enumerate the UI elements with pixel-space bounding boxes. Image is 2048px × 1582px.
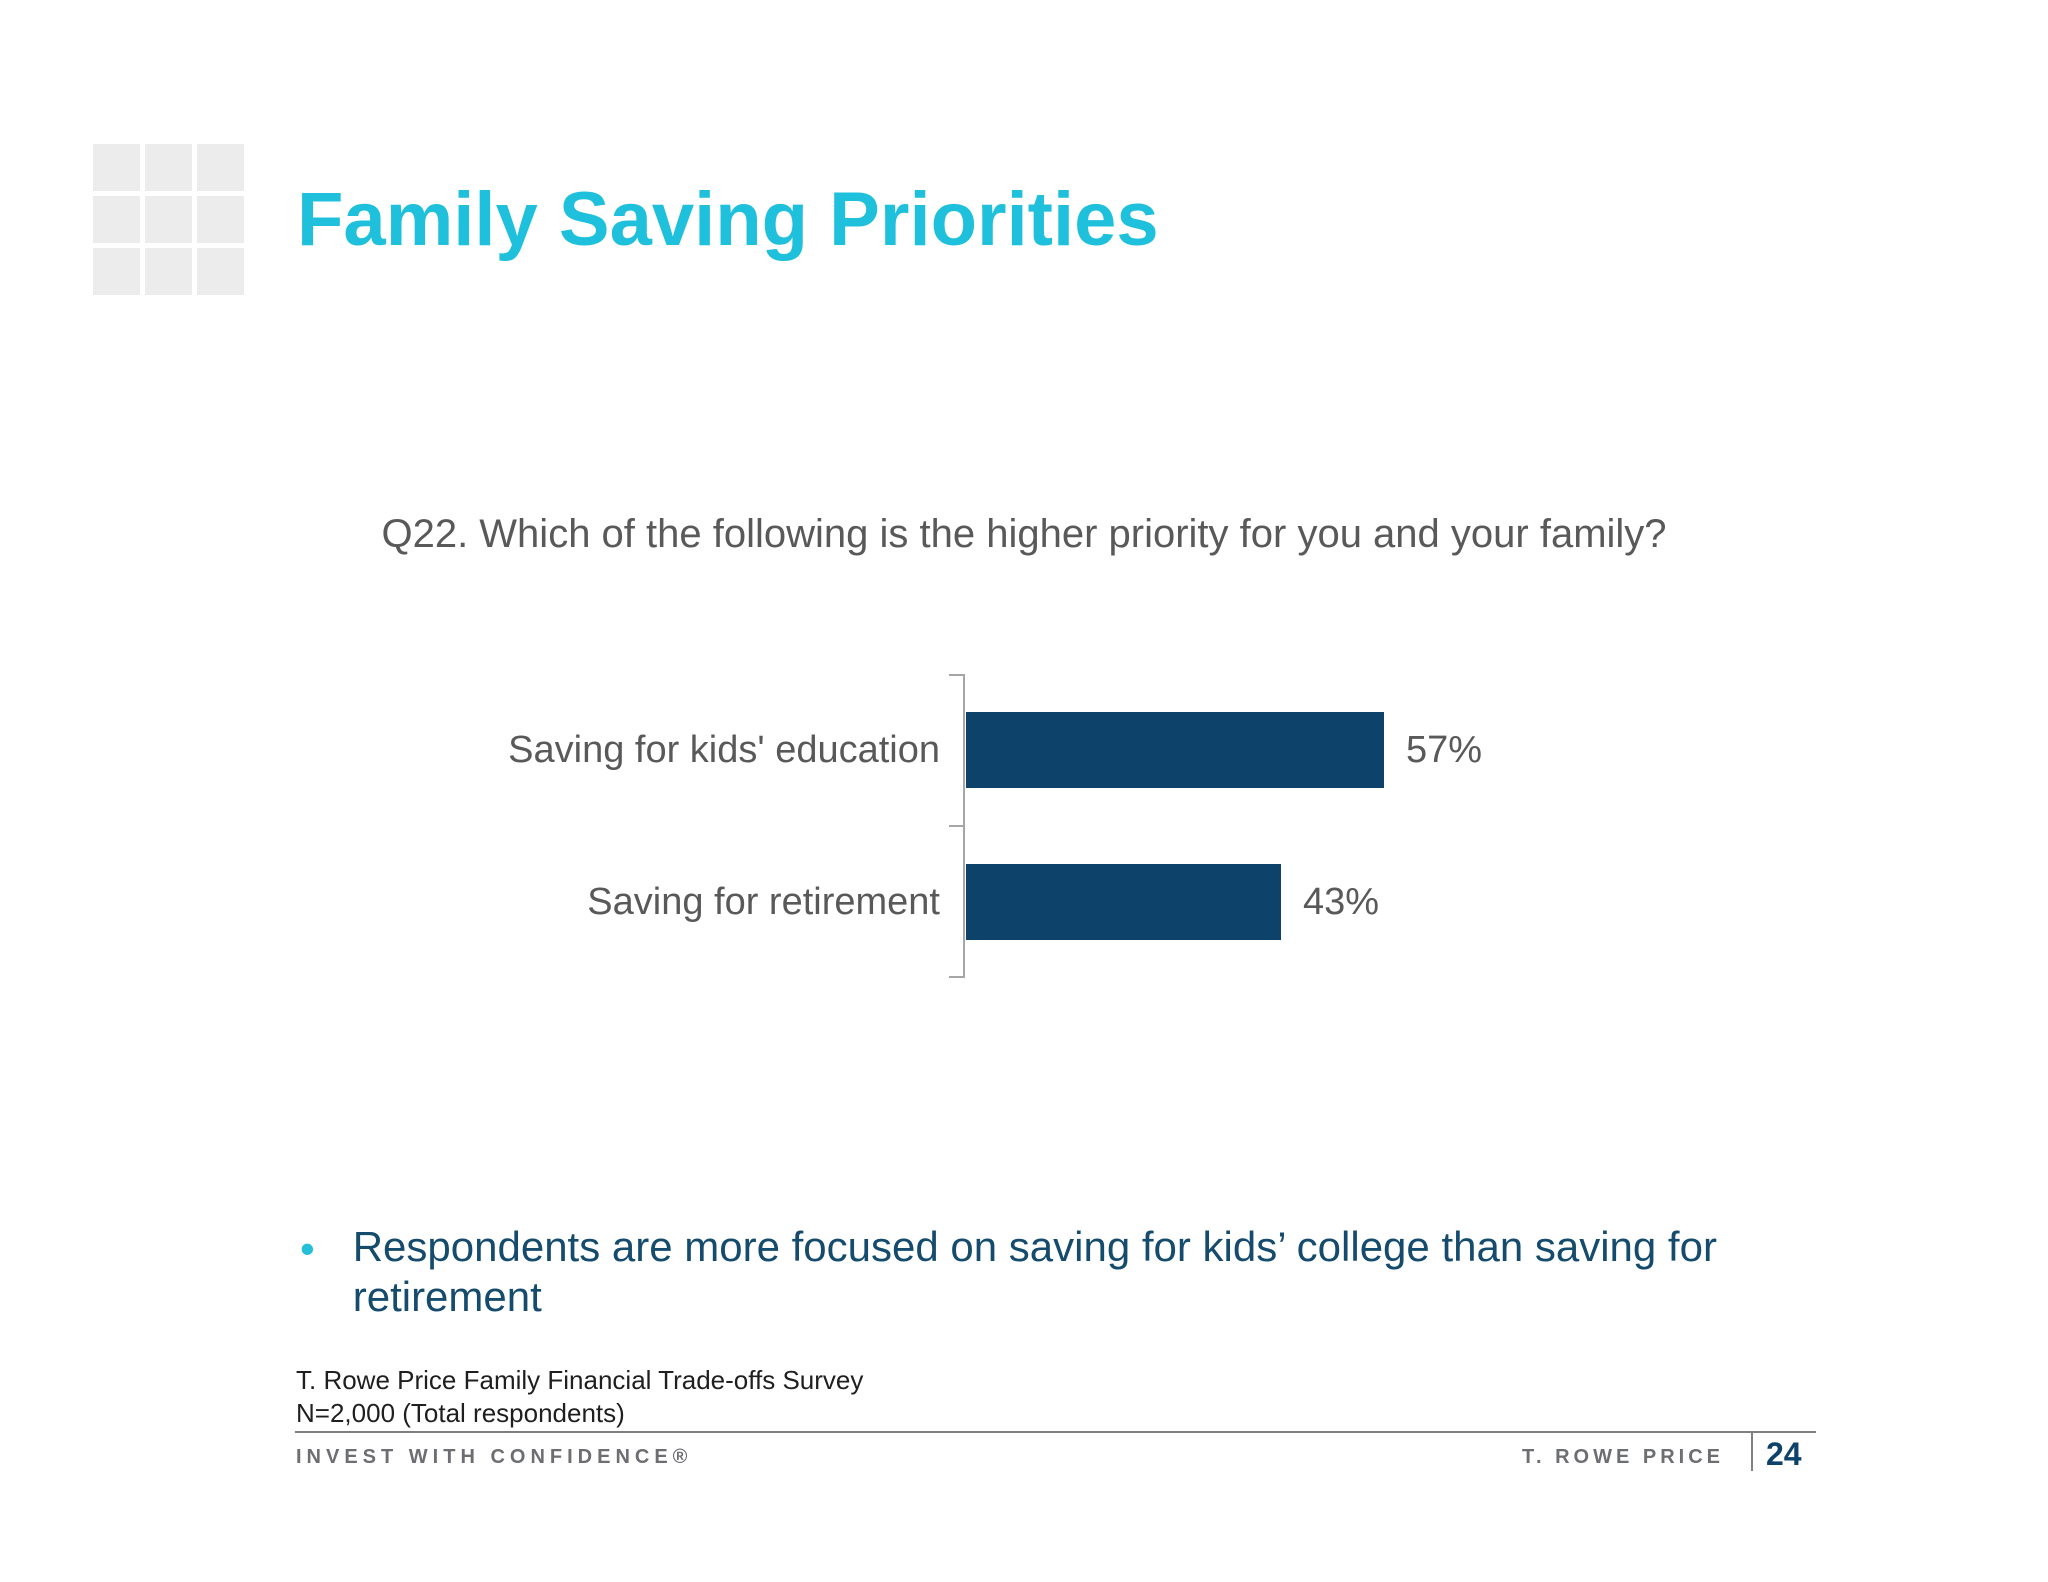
chart-value-label: 43%: [1303, 881, 1380, 923]
logo-square: [93, 196, 140, 243]
logo-square: [93, 248, 140, 295]
logo-square: [145, 196, 192, 243]
chart-bar: [966, 864, 1281, 940]
footer-brand: T. ROWE PRICE: [1521, 1446, 1724, 1468]
footer-divider-line: [295, 1431, 1816, 1433]
logo-grid: [93, 144, 244, 295]
page-number: 24: [1766, 1436, 1802, 1472]
footer-tagline: INVEST WITH CONFIDENCE®: [296, 1446, 693, 1468]
chart-category-label: Saving for retirement: [587, 881, 940, 923]
page-number-divider: [1751, 1431, 1753, 1471]
logo-square: [197, 196, 244, 243]
takeaway-text: Respondents are more focused on saving f…: [352, 1223, 1717, 1320]
chart-category-label: Saving for kids' education: [508, 729, 940, 771]
logo-square: [145, 144, 192, 191]
chart-bar: [966, 712, 1384, 788]
axis-tick: [949, 674, 965, 676]
chart-value-label: 57%: [1406, 729, 1483, 771]
bullet-dot: •: [300, 1225, 315, 1272]
chart-row: Saving for kids' education 57%: [0, 674, 2048, 826]
footnote-line-2: N=2,000 (Total respondents): [296, 1398, 625, 1428]
logo-square: [197, 248, 244, 295]
bar-chart: Saving for kids' education 57% Saving for …: [0, 674, 2048, 980]
logo-square: [93, 144, 140, 191]
axis-tick: [949, 976, 965, 978]
logo-square: [197, 144, 244, 191]
footnote-line-1: T. Rowe Price Family Financial Trade-off…: [296, 1365, 864, 1395]
axis-tick: [949, 825, 965, 827]
survey-question: Q22. Which of the following is the highe…: [381, 512, 1667, 556]
slide-title: Family Saving Priorities: [297, 177, 1159, 262]
chart-row: Saving for retirement 43%: [0, 826, 2048, 978]
footnote: T. Rowe Price Family Financial Trade-off…: [296, 1364, 863, 1430]
takeaway-bullet-item: • Respondents are more focused on saving…: [300, 1222, 1760, 1322]
logo-square: [145, 248, 192, 295]
